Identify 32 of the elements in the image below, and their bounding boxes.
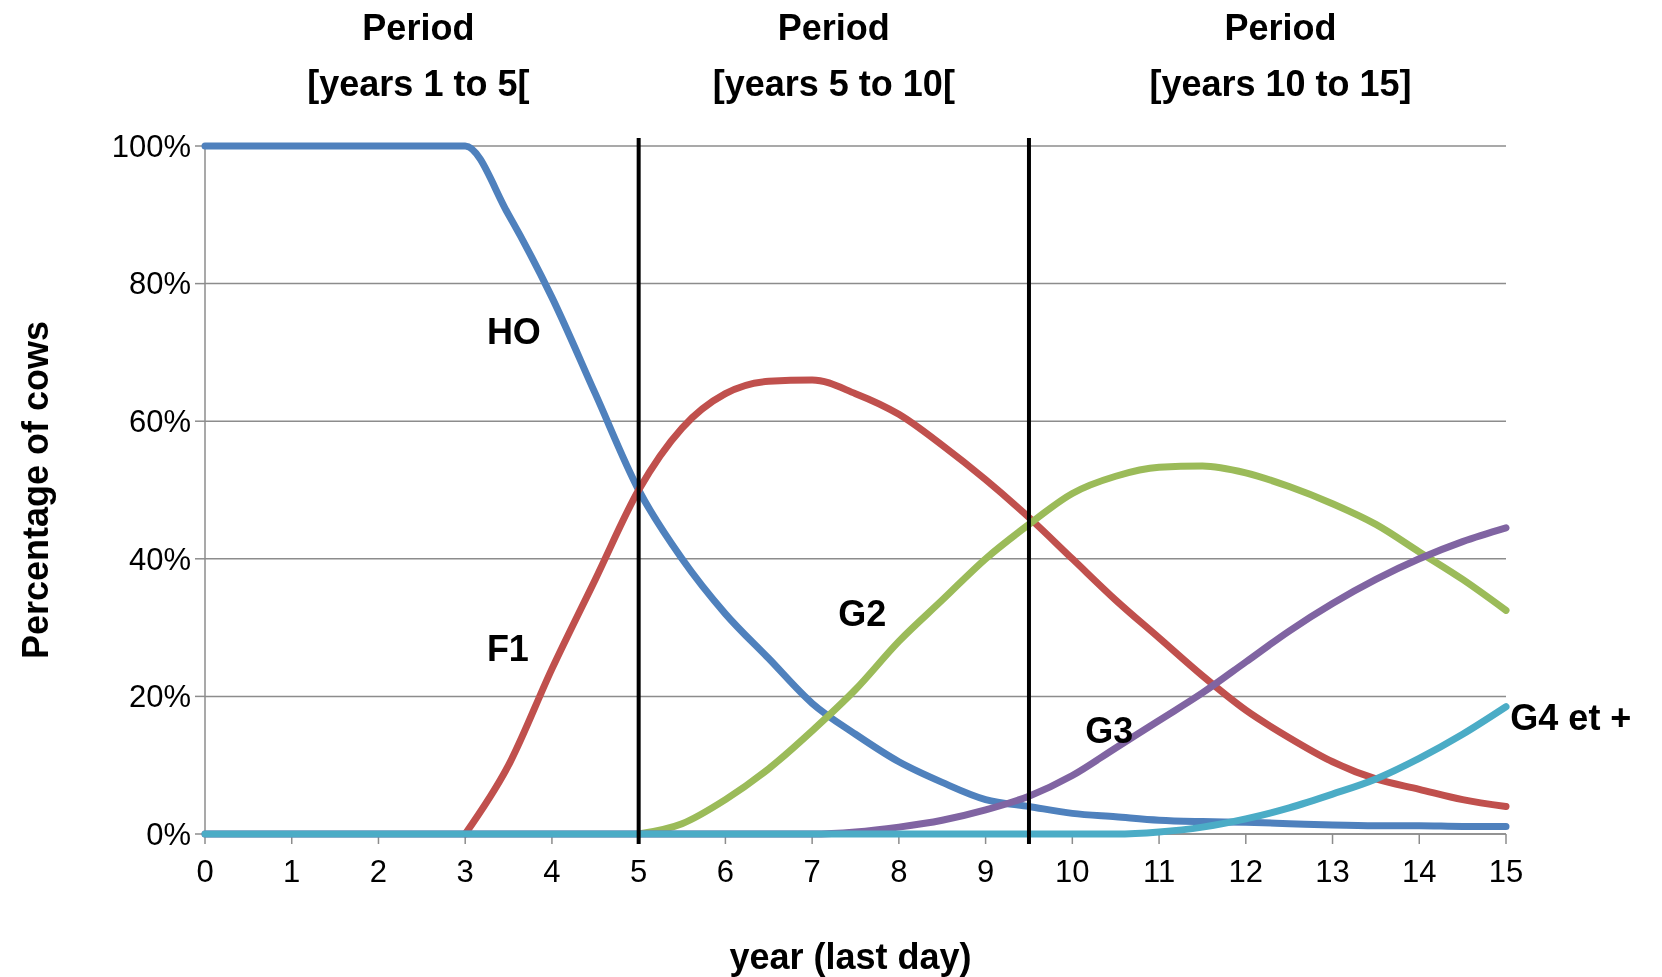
series-label: G4 et + <box>1510 696 1632 738</box>
x-tick-label: 5 <box>630 854 648 889</box>
text: Period [years 1 to 5[ <box>307 7 530 104</box>
y-axis-title: Percentage of cows <box>15 320 56 660</box>
y-tick-label: 0% <box>146 816 191 852</box>
text: Period [years 5 to 10[ <box>712 7 955 104</box>
x-tick-label: 9 <box>976 854 995 889</box>
y-tick-label: 20% <box>128 679 191 715</box>
x-tick-label: 10 <box>1055 854 1090 889</box>
x-tick-label: 4 <box>543 854 561 889</box>
x-tick-label: 1 <box>283 854 301 889</box>
x-tick-label: 2 <box>369 854 388 889</box>
x-tick-label: 6 <box>716 854 735 889</box>
series-label: G3 <box>1085 710 1134 752</box>
x-tick-label: 0 <box>196 854 214 889</box>
series-label: HO <box>486 311 541 353</box>
text: Period [years 10 to 15] <box>1149 7 1412 104</box>
series-label: F1 <box>486 627 529 669</box>
x-tick-label: 13 <box>1315 854 1350 889</box>
y-tick-label: 40% <box>128 541 191 577</box>
series-label: G2 <box>838 593 887 635</box>
y-tick-label: 80% <box>128 266 191 302</box>
x-tick-label: 7 <box>803 854 821 889</box>
x-tick-label: 11 <box>1142 854 1176 889</box>
x-tick-label: 12 <box>1228 854 1264 889</box>
x-tick-label: 8 <box>890 854 908 889</box>
y-tick-label: 100% <box>111 128 191 164</box>
y-tick-label: 60% <box>128 404 191 440</box>
x-axis-title: year (last day) <box>729 936 972 977</box>
x-tick-label: 3 <box>456 854 474 889</box>
x-tick-label: 14 <box>1402 854 1437 889</box>
x-tick-label: 15 <box>1488 854 1524 889</box>
